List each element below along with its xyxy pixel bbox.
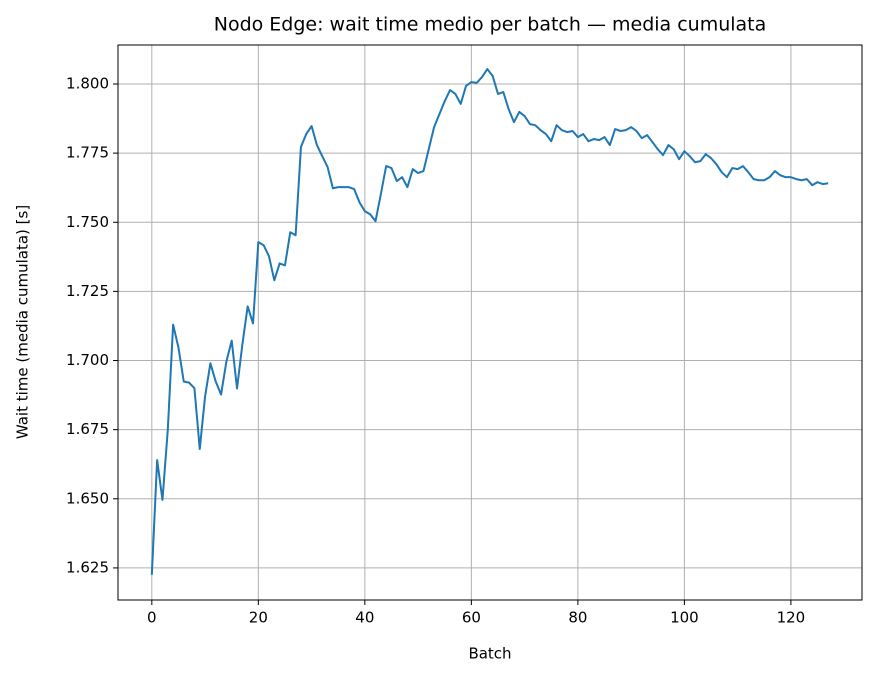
y-axis-label: Wait time (media cumulata) [s]	[14, 205, 32, 439]
y-tick-label: 1.675	[66, 420, 109, 438]
x-axis-label: Batch	[468, 645, 511, 663]
y-tick-label: 1.700	[66, 351, 109, 369]
y-tick-label: 1.650	[66, 489, 109, 507]
x-tick-label: 40	[355, 609, 374, 627]
y-tick-label: 1.750	[66, 213, 109, 231]
x-tick-label: 60	[462, 609, 481, 627]
x-tick-label: 20	[249, 609, 268, 627]
x-tick-label: 80	[568, 609, 587, 627]
x-tick-label: 100	[670, 609, 699, 627]
y-tick-label: 1.800	[66, 74, 109, 92]
data-line	[150, 68, 829, 575]
x-tick-label: 0	[147, 609, 157, 627]
chart-title: Nodo Edge: wait time medio per batch — m…	[214, 14, 767, 36]
y-tick-label: 1.725	[66, 282, 109, 300]
plot-frame	[117, 44, 863, 601]
y-tick-label: 1.625	[66, 558, 109, 576]
y-tick-label: 1.775	[66, 144, 109, 162]
x-tick-label: 120	[777, 609, 806, 627]
